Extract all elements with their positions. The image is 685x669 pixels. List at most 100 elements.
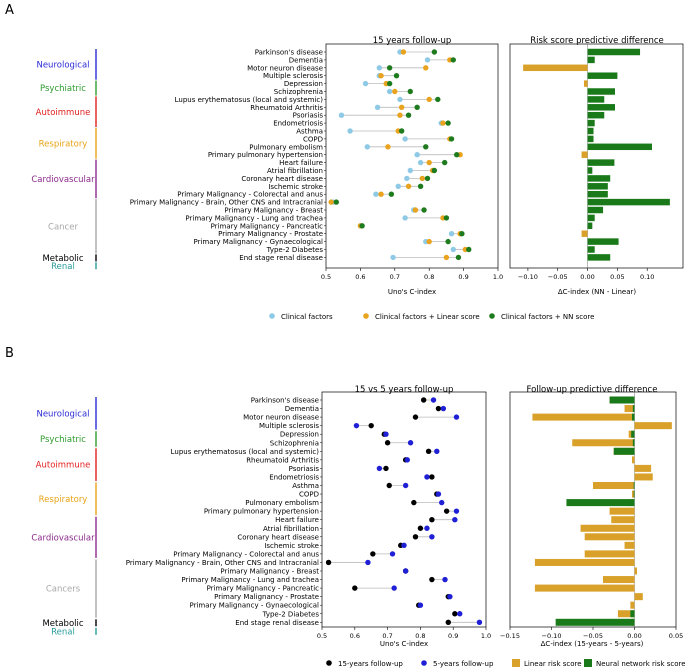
panel-a-bars-bar (587, 56, 595, 64)
panel-b-bars-bar-0 (624, 405, 635, 413)
panel-b-bars-bar-0 (534, 558, 635, 566)
panel-a-bars-bar (587, 222, 593, 230)
panel-b-scatter-point-0 (352, 585, 358, 591)
panel-a-bars-bar (587, 246, 595, 253)
panel-b-scatter-point-0 (384, 440, 391, 446)
panel-b-scatter-point-0 (425, 448, 432, 454)
panel-a-bars-bar (587, 206, 604, 214)
panel-a-scatter-point-2 (445, 238, 451, 245)
panel-a-scatter-row-label: Atrial fibrillation (267, 167, 323, 175)
panel-a-bars-bar (587, 254, 611, 261)
panel-b-label: B (5, 346, 14, 361)
panel-a-scatter-point-0 (374, 104, 381, 111)
panel-b-scatter-row-label: Depression (280, 431, 319, 439)
panel-b-scatter-point-1 (430, 397, 437, 403)
panel-a-bars-bar (587, 214, 595, 222)
panel-b-scatter-row-label: Primary Malignancy - Brain, Other CNS an… (126, 559, 319, 567)
panel-a-bars-bar (523, 64, 588, 72)
category-label-cancers: Cancers (46, 585, 81, 595)
panel-b-scatter-point-0 (429, 474, 435, 480)
category-label-neurological: Neurological (36, 409, 89, 419)
panel-b-scatter-point-0 (370, 551, 376, 557)
panel-b-bars-tick-label: 0.05 (669, 632, 683, 640)
panel-b-scatter-point-1 (452, 517, 458, 523)
panel-b-legend: 15-years follow-up 5-years follow-up Lin… (326, 659, 685, 668)
panel-a-bars-bar (587, 167, 593, 174)
panel-a-scatter-point-1 (328, 199, 334, 205)
panel-b-bar-title: Follow-up predictive difference (527, 385, 658, 395)
panel-b-bars-tick-label: −0.05 (583, 632, 603, 640)
panel-b-scatter-frame (321, 391, 487, 628)
legend-label-linear: Linear risk score (524, 660, 582, 668)
panel-a-scatter-point-0 (417, 159, 424, 166)
panel-a-bars-bar (583, 80, 588, 87)
panel-b-scatter-point-1 (476, 619, 483, 625)
panel-a-scatter-point-0 (402, 136, 408, 142)
panel-b-scatter-point-1 (402, 482, 409, 489)
panel-b-scatter-point-0 (383, 465, 389, 472)
panel-b-scatter-point-1 (453, 414, 460, 420)
panel-b-bars-bar-0 (632, 490, 635, 498)
legend-marker-clinical (269, 313, 275, 319)
panel-b-scatter-row-label: Lupus erythematosus (local and systemic) (171, 448, 320, 456)
panel-a-scatter-row-label: Primary Malignancy - Brain, Other CNS an… (130, 199, 323, 207)
legend-marker-linear (512, 659, 520, 667)
panel-a-scatter-tick-label: 0.7 (390, 273, 400, 281)
panel-b-scatter-row-label: Asthma (292, 482, 319, 490)
panel-b-bars-bar-1 (633, 481, 635, 490)
panel-b-bars-bar-1 (631, 430, 635, 438)
panel-a-scatter-row-label: Lupus erythematosus (local and systemic) (175, 96, 324, 104)
panel-b-scatter-point-1 (434, 448, 440, 454)
panel-a-scatter-row-label: Multiple sclerosis (263, 72, 323, 80)
panel-b-bars-bar-0 (572, 439, 635, 447)
panel-b-scatter-row-label: Ischemic stroke (264, 542, 319, 550)
panel-a-bars-bar (587, 190, 608, 198)
panel-a-scatter-point-1 (392, 88, 398, 95)
legend-marker-clinical-nn (489, 313, 495, 319)
panel-a-scatter-frame (325, 43, 499, 269)
legend-marker-clinical-linear (363, 313, 369, 319)
panel-b-bars-bar-0 (611, 516, 635, 524)
panel-b-scatter-point-1 (429, 534, 435, 540)
category-label-respiratory: Respiratory (39, 495, 88, 505)
panel-a-scatter-xlabel: Uno's C-index (388, 288, 436, 296)
panel-a-scatter-point-0 (414, 152, 420, 158)
panel-a-scatter-point-0 (397, 96, 403, 103)
panel-a-scatter-point-2 (454, 152, 460, 158)
category-label-cardiovascular: Cardiovascular (31, 533, 95, 543)
panel-b-scatter-point-0 (429, 517, 435, 523)
panel-a-scatter-point-2 (417, 183, 424, 189)
panel-b-bars-bar-0 (534, 584, 635, 592)
panel-a-scatter-point-1 (397, 112, 403, 118)
panel-b-scatter-row-label: Schizophrenia (270, 439, 319, 447)
panel-a-scatter-row-label: Primary pulmonary hypertension (208, 151, 323, 159)
panel-a-scatter-row-label: Schizophrenia (274, 88, 323, 96)
category-label-neurological: Neurological (36, 60, 89, 70)
panel-a-scatter-row-label: Type-2 Diabetes (266, 246, 324, 254)
category-label-metabolic: Metabolic (42, 254, 83, 264)
panel-b-scatter-point-1 (417, 602, 424, 608)
legend-marker-15y (326, 660, 332, 666)
panel-a-bars-frame (509, 43, 684, 269)
panel-b-scatter-point-0 (411, 499, 417, 506)
panel-a-scatter-point-1 (378, 191, 384, 197)
panel-b-scatter-point-1 (391, 585, 397, 591)
panel-a-scatter-row-label: Parkinson's disease (255, 49, 323, 57)
panel-b-scatter-row-label: Primary Malignancy - Prostate (214, 593, 319, 601)
panel-b-scatter-tick-label: 1.0 (481, 632, 491, 640)
panel-a-scatter-row-label: Rheumatoid Arthritis (250, 104, 323, 112)
panel-a-bars-tick-label: 0.10 (640, 273, 654, 281)
category-label-cardiovascular: Cardiovascular (31, 175, 95, 185)
panel-a-scatter-point-2 (448, 136, 455, 142)
panel-a-bars-bar (587, 48, 641, 56)
panel-b-bars-bar-0 (634, 567, 637, 575)
panel-b-bars-tick-label: −0.10 (542, 632, 562, 640)
panel-b-scatter-point-0 (420, 397, 427, 403)
panel-a-scatter-point-2 (414, 104, 420, 111)
panel-a-scatter-row-label: Pulmonary embolism (249, 143, 323, 151)
panel-b-bar-xlabel: ΔC-index (15-years - 5-years) (541, 640, 644, 648)
panel-a-scatter-point-2 (431, 49, 438, 55)
panel-a-scatter-point-1 (443, 254, 450, 261)
category-label-metabolic: Metabolic (42, 619, 83, 629)
